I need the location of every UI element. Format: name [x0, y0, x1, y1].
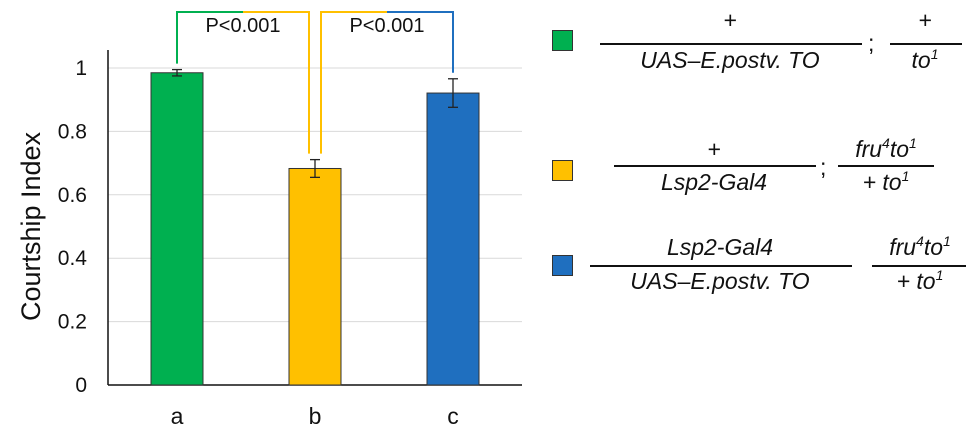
- y-tick-label: 0.4: [58, 247, 88, 270]
- y-axis-label: Courtship Index: [16, 131, 46, 321]
- p-value-label: P<0.001: [205, 15, 280, 37]
- p-value-label: P<0.001: [349, 15, 424, 37]
- legend-b-den2-sup: 1: [901, 168, 910, 184]
- legend-c-den1: UAS–E.postv. TO: [630, 268, 810, 294]
- legend-c-num2-sup1: 4: [916, 233, 924, 249]
- significance-bracket-left: [176, 11, 243, 64]
- x-tick-label: c: [447, 403, 459, 429]
- legend-a-den1: UAS–E.postv. TO: [640, 47, 820, 73]
- legend-b-den1: Lsp2-Gal4: [660, 169, 768, 195]
- legend-a-num2: +: [918, 7, 932, 33]
- legend-b-line1: [614, 165, 816, 167]
- legend-b-num2: fru4to1: [838, 135, 934, 162]
- significance-bracket-right: [387, 11, 454, 73]
- y-tick-label: 1: [75, 57, 87, 80]
- legend-c-line1: [590, 265, 852, 267]
- legend-b-num2-to: to: [889, 136, 910, 162]
- significance-bracket-right: [243, 11, 310, 154]
- y-tick-label: 0.6: [58, 184, 87, 207]
- legend-c-den2: + to1: [872, 267, 968, 294]
- legend-b-line2: [838, 165, 934, 167]
- legend-b-num2-sup1: 4: [882, 135, 890, 151]
- legend-c-den2-text: + to: [896, 268, 936, 294]
- legend-c-num2: fru4to1: [872, 233, 968, 260]
- legend-a-den2-sup: 1: [930, 46, 939, 62]
- legend-b-den2-text: + to: [862, 169, 902, 195]
- legend-b-den2: + to1: [838, 168, 934, 195]
- legend-a-sep: ;: [868, 30, 875, 56]
- y-tick-label: 0.2: [58, 311, 87, 334]
- legend-c-den2-sup: 1: [935, 267, 944, 283]
- legend-c-num2-to: to: [923, 234, 944, 260]
- legend-c-line2: [872, 265, 966, 267]
- legend-c-num1: Lsp2-Gal4: [666, 234, 774, 260]
- y-tick-label: 0: [75, 374, 87, 397]
- legend-a-den2-text: to: [911, 47, 931, 73]
- bar-c: [426, 92, 480, 386]
- legend-a-num1: +: [723, 7, 737, 33]
- x-tick-label: b: [309, 403, 322, 429]
- legend-a-line2: [890, 43, 962, 45]
- legend-a-line1: [600, 43, 862, 45]
- legend-a-den2: to1: [890, 46, 960, 73]
- x-tick-label: a: [171, 403, 184, 429]
- legend-b-num1: +: [707, 136, 721, 162]
- y-tick-label: 0.8: [58, 120, 87, 143]
- legend-b-num2-sup2: 1: [909, 135, 917, 151]
- bar-chart: 0 0.2 0.4 0.6 0.8 1 Courtship Index a b c P<0.001 P…: [16, 11, 522, 429]
- significance-bracket-left: [320, 11, 387, 154]
- legend-b-sep: ;: [820, 154, 827, 180]
- bar-a: [150, 72, 204, 386]
- bar-b: [288, 167, 342, 386]
- legend-c-num2-sup2: 1: [943, 233, 951, 249]
- legend-b-num2-fru: fru: [855, 136, 883, 162]
- legend-c-num2-fru: fru: [889, 234, 917, 260]
